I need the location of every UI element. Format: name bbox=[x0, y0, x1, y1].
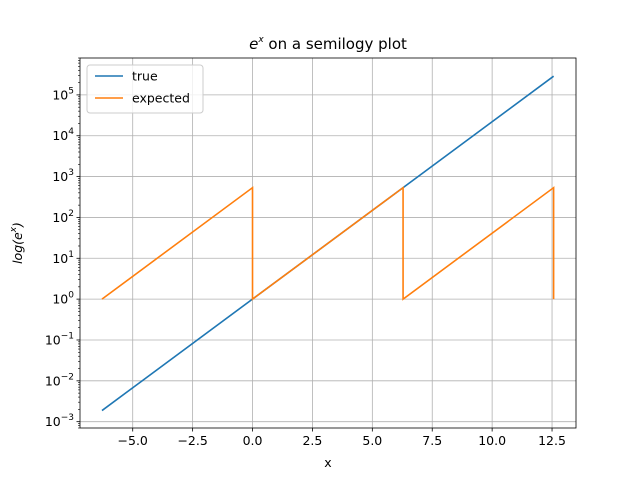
legend-label-expected: expected bbox=[132, 91, 190, 106]
x-axis-label: x bbox=[324, 455, 331, 470]
x-tick-label: −5.0 bbox=[118, 433, 148, 448]
y-tick-label: 101 bbox=[52, 250, 74, 266]
chart-title: ex on a semilogy plot bbox=[249, 35, 407, 53]
y-axis: 10−3 10−2 10−1 100 101 102 103 104 105 bbox=[45, 57, 80, 429]
series-layer bbox=[101, 75, 555, 412]
y-tick-label: 104 bbox=[52, 127, 74, 143]
y-axis-label: log(ex) bbox=[9, 222, 25, 264]
y-tick-label: 103 bbox=[52, 168, 74, 184]
x-tick-label: 5.0 bbox=[362, 433, 382, 448]
y-tick-label: 102 bbox=[52, 209, 74, 225]
y-tick-label: 10−3 bbox=[45, 413, 74, 429]
legend-box bbox=[86, 64, 204, 114]
x-tick-label: 12.5 bbox=[538, 433, 566, 448]
x-tick-label: 0.0 bbox=[243, 433, 263, 448]
x-tick-label: 10.0 bbox=[478, 433, 506, 448]
y-tick-label: 100 bbox=[52, 291, 74, 307]
x-axis: −5.0 −2.5 0.0 2.5 5.0 7.5 10.0 12.5 bbox=[118, 428, 566, 448]
legend: true expected bbox=[86, 64, 204, 114]
series-line-expected bbox=[101, 186, 555, 301]
legend-label-true: true bbox=[132, 69, 158, 84]
y-tick-label: 105 bbox=[52, 86, 74, 102]
y-tick-label: 10−2 bbox=[45, 372, 74, 388]
x-tick-label: 7.5 bbox=[422, 433, 442, 448]
x-tick-label: −2.5 bbox=[177, 433, 207, 448]
x-tick-label: 2.5 bbox=[302, 433, 322, 448]
grid bbox=[80, 58, 576, 428]
y-tick-label: 10−1 bbox=[45, 331, 74, 347]
plot-frame bbox=[79, 57, 577, 429]
